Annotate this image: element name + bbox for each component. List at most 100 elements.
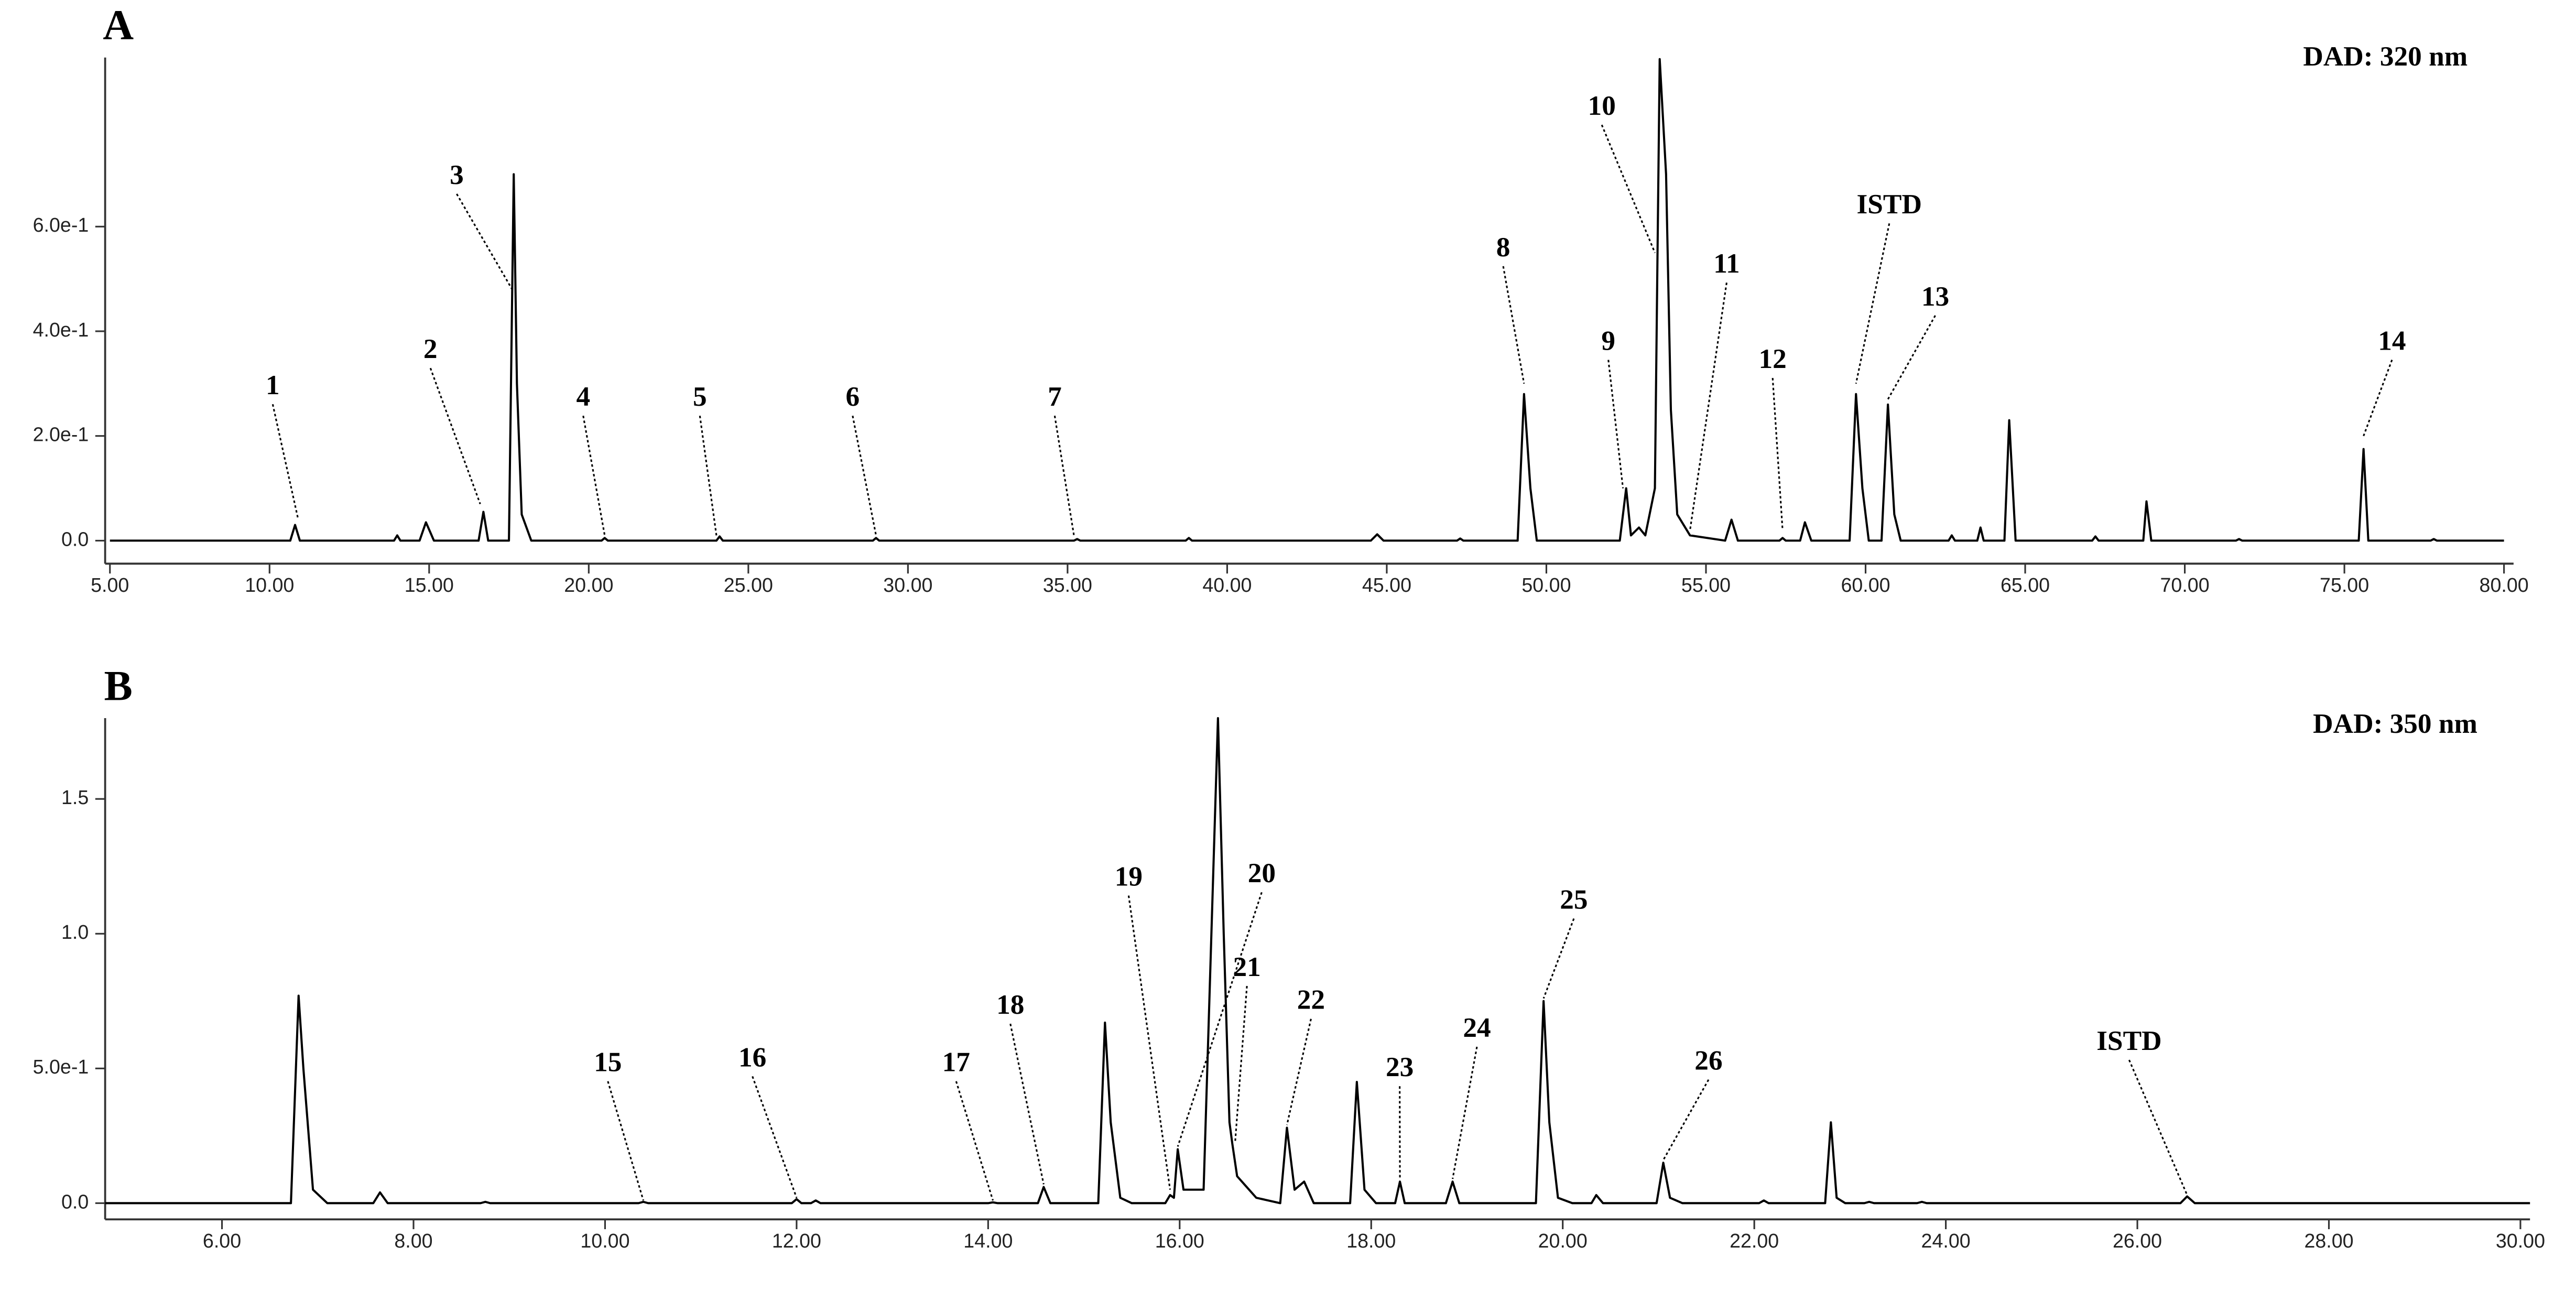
peak-leader — [2128, 1059, 2188, 1196]
x-tick-label: 10.00 — [245, 574, 294, 596]
panel-label: A — [103, 1, 134, 49]
y-tick-label: 0.0 — [61, 528, 89, 550]
x-tick-label: 20.00 — [564, 574, 613, 596]
x-tick-label: 26.00 — [2113, 1230, 2162, 1252]
peak-leader — [1607, 360, 1624, 489]
peak-leader — [752, 1076, 798, 1198]
peak-label: 19 — [1115, 861, 1143, 892]
chromatogram-trace — [110, 58, 2504, 542]
y-tick-label: 1.5 — [61, 786, 89, 808]
peak-label: 5 — [693, 381, 707, 412]
peak-label: 6 — [846, 381, 860, 412]
peak-label: 7 — [1048, 381, 1062, 412]
peak-leader — [699, 415, 718, 536]
peak-label: 11 — [1713, 248, 1740, 279]
x-tick-label: 50.00 — [1521, 574, 1571, 596]
peak-leader — [1601, 124, 1656, 253]
peak-label: 20 — [1248, 858, 1276, 888]
peak-label: 4 — [576, 381, 590, 412]
x-tick-label: 24.00 — [1921, 1230, 1971, 1252]
peak-leader — [1127, 895, 1171, 1190]
x-tick-label: 35.00 — [1043, 574, 1092, 596]
x-tick-label: 16.00 — [1155, 1230, 1204, 1252]
peak-label: 10 — [1588, 90, 1616, 121]
x-tick-label: 45.00 — [1362, 574, 1411, 596]
peak-leader — [1177, 892, 1263, 1147]
x-tick-label: 80.00 — [2480, 574, 2529, 596]
peak-label: 16 — [738, 1042, 766, 1072]
x-tick-label: 65.00 — [2001, 574, 2050, 596]
peak-label: 14 — [2378, 325, 2406, 356]
y-tick-label: 0.0 — [61, 1190, 89, 1212]
x-tick-label: 14.00 — [963, 1230, 1013, 1252]
peak-label: 13 — [1921, 281, 1949, 312]
peak-label: ISTD — [1857, 189, 1922, 220]
peak-leader — [1053, 415, 1075, 536]
x-tick-label: 12.00 — [772, 1230, 821, 1252]
x-tick-label: 6.00 — [203, 1230, 241, 1252]
detector-label: DAD: 320 nm — [2303, 41, 2468, 72]
peak-leader — [607, 1081, 645, 1201]
peak-leader — [1771, 377, 1784, 530]
peak-leader — [456, 193, 513, 290]
peak-label: 2 — [423, 333, 438, 364]
peak-leader — [271, 404, 299, 520]
peak-label: 1 — [266, 370, 280, 400]
x-tick-label: 70.00 — [2160, 574, 2210, 596]
peak-leader — [955, 1081, 994, 1201]
peak-label: 22 — [1297, 984, 1325, 1015]
peak-label: 21 — [1233, 951, 1260, 982]
x-tick-label: 5.00 — [91, 574, 129, 596]
peak-label: 17 — [942, 1047, 970, 1078]
peak-leader — [1286, 1018, 1312, 1125]
x-tick-label: 30.00 — [2496, 1230, 2545, 1252]
y-tick-label: 6.0e-1 — [33, 214, 89, 236]
x-tick-label: 8.00 — [394, 1230, 432, 1252]
chromatogram-trace — [105, 717, 2530, 1205]
peak-label: 12 — [1759, 343, 1787, 374]
x-tick-label: 30.00 — [883, 574, 932, 596]
peak-leader — [429, 367, 481, 505]
peak-leader — [1452, 1046, 1478, 1179]
peak-leader — [2363, 360, 2393, 437]
peak-leader — [1234, 985, 1248, 1142]
x-tick-label: 20.00 — [1538, 1230, 1588, 1252]
x-tick-label: 60.00 — [1841, 574, 1890, 596]
peak-label: 9 — [1601, 325, 1615, 356]
y-tick-label: 2.0e-1 — [33, 424, 89, 446]
y-tick-label: 5.0e-1 — [33, 1056, 89, 1078]
peak-label: ISTD — [2096, 1025, 2161, 1056]
peak-label: 3 — [450, 159, 464, 190]
x-tick-label: 28.00 — [2304, 1230, 2353, 1252]
y-tick-label: 4.0e-1 — [33, 319, 89, 341]
peak-label: 15 — [594, 1047, 622, 1078]
peak-leader — [1689, 282, 1727, 530]
peak-label: 23 — [1386, 1051, 1414, 1082]
x-tick-label: 15.00 — [405, 574, 454, 596]
peak-leader — [852, 415, 877, 536]
peak-label: 18 — [996, 989, 1024, 1020]
peak-label: 8 — [1496, 232, 1510, 263]
x-tick-label: 55.00 — [1681, 574, 1731, 596]
y-tick-label: 1.0 — [61, 921, 89, 943]
peak-leader — [1542, 918, 1575, 999]
peak-leader — [582, 415, 606, 536]
peak-leader — [1887, 315, 1936, 400]
peak-label: 25 — [1560, 884, 1588, 915]
detector-label: DAD: 350 nm — [2313, 708, 2477, 739]
peak-leader — [1009, 1023, 1045, 1185]
x-tick-label: 18.00 — [1346, 1230, 1396, 1252]
panel-label: B — [104, 662, 133, 709]
x-tick-label: 25.00 — [724, 574, 773, 596]
x-tick-label: 40.00 — [1202, 574, 1252, 596]
peak-leader — [1662, 1079, 1710, 1161]
peak-label: 24 — [1463, 1012, 1491, 1043]
peak-label: 26 — [1694, 1045, 1722, 1076]
x-tick-label: 75.00 — [2320, 574, 2369, 596]
x-tick-label: 10.00 — [580, 1230, 629, 1252]
peak-leader — [1502, 266, 1525, 384]
x-tick-label: 22.00 — [1730, 1230, 1779, 1252]
peak-leader — [1855, 223, 1890, 384]
